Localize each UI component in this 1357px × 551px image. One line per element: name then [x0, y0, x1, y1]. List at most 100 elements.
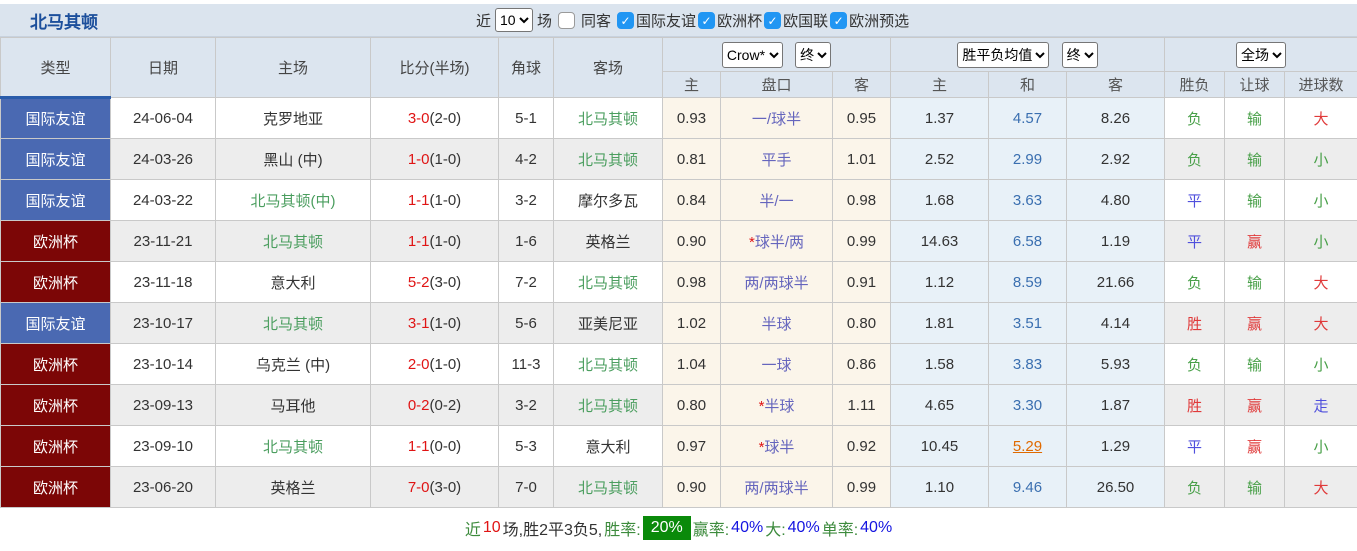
- score-cell[interactable]: 1-0(1-0): [371, 139, 499, 180]
- goals-result-cell: 大: [1285, 303, 1357, 344]
- handicap-line: 一球: [721, 344, 833, 385]
- recent-label: 近: [476, 10, 491, 31]
- score-cell[interactable]: 3-1(1-0): [371, 303, 499, 344]
- score-cell[interactable]: 1-1(0-0): [371, 426, 499, 467]
- win-odds: 1.58: [891, 344, 989, 385]
- league-label: 欧洲杯: [717, 10, 762, 31]
- match-date: 23-11-21: [111, 221, 216, 262]
- score-cell[interactable]: 5-2(3-0): [371, 262, 499, 303]
- score-cell[interactable]: 2-0(1-0): [371, 344, 499, 385]
- handicap-line: 两/两球半: [721, 467, 833, 508]
- home-team-link[interactable]: 乌克兰 (中): [216, 344, 371, 385]
- match-type-badge: 国际友谊: [1, 139, 111, 180]
- win-odds: 1.81: [891, 303, 989, 344]
- goals-result-cell: 小: [1285, 221, 1357, 262]
- score-cell[interactable]: 7-0(3-0): [371, 467, 499, 508]
- col-header-corner[interactable]: 角球: [499, 38, 554, 98]
- home-team-link[interactable]: 克罗地亚: [216, 98, 371, 139]
- league-checkbox[interactable]: ✓: [698, 12, 715, 29]
- away-team-link[interactable]: 意大利: [554, 426, 663, 467]
- score-cell[interactable]: 0-2(0-2): [371, 385, 499, 426]
- home-team-link[interactable]: 北马其顿: [216, 426, 371, 467]
- score-cell[interactable]: 1-1(1-0): [371, 221, 499, 262]
- handicap-line: 平手: [721, 139, 833, 180]
- league-filter: ✓欧洲杯: [696, 10, 762, 31]
- score-cell[interactable]: 3-0(2-0): [371, 98, 499, 139]
- result-scope-select[interactable]: 全场: [1236, 42, 1286, 68]
- col-header-away[interactable]: 客场: [554, 38, 663, 98]
- home-team-link[interactable]: 北马其顿(中): [216, 180, 371, 221]
- goals-result-cell: 大: [1285, 262, 1357, 303]
- handicap-home-odds: 0.81: [663, 139, 721, 180]
- handicap-company-select[interactable]: Crow*: [722, 42, 783, 68]
- win-odds: 4.65: [891, 385, 989, 426]
- handicap-line: 半/一: [721, 180, 833, 221]
- handicap-home-odds: 0.90: [663, 221, 721, 262]
- europe-time-select[interactable]: 终: [1062, 42, 1098, 68]
- away-team-link[interactable]: 北马其顿: [554, 98, 663, 139]
- lose-odds: 2.92: [1067, 139, 1165, 180]
- home-team-link[interactable]: 意大利: [216, 262, 371, 303]
- col-header-date[interactable]: 日期: [111, 38, 216, 98]
- draw-odds[interactable]: 5.29: [989, 426, 1067, 467]
- same-away-checkbox[interactable]: [558, 12, 575, 29]
- away-team-link[interactable]: 北马其顿: [554, 385, 663, 426]
- league-checkbox[interactable]: ✓: [764, 12, 781, 29]
- away-team-link[interactable]: 亚美尼亚: [554, 303, 663, 344]
- result-cell: 负: [1165, 139, 1225, 180]
- corner-score: 11-3: [499, 344, 554, 385]
- score-cell[interactable]: 1-1(1-0): [371, 180, 499, 221]
- result-cell: 负: [1165, 344, 1225, 385]
- lose-odds: 4.80: [1067, 180, 1165, 221]
- home-team-link[interactable]: 北马其顿: [216, 221, 371, 262]
- match-date: 23-09-13: [111, 385, 216, 426]
- lose-odds: 1.87: [1067, 385, 1165, 426]
- col-header-home[interactable]: 主场: [216, 38, 371, 98]
- match-date: 23-09-10: [111, 426, 216, 467]
- home-team-link[interactable]: 黑山 (中): [216, 139, 371, 180]
- home-team-link[interactable]: 马耳他: [216, 385, 371, 426]
- handicap-away-odds: 0.92: [833, 426, 891, 467]
- home-team-link[interactable]: 英格兰: [216, 467, 371, 508]
- league-checkbox[interactable]: ✓: [830, 12, 847, 29]
- handicap-star-icon: *: [759, 439, 765, 456]
- handicap-time-select[interactable]: 终: [795, 42, 831, 68]
- europe-company-select[interactable]: 胜平负均值: [957, 42, 1049, 68]
- corner-score: 5-6: [499, 303, 554, 344]
- col-header-score[interactable]: 比分(半场): [371, 38, 499, 98]
- away-team-link[interactable]: 摩尔多瓦: [554, 180, 663, 221]
- col-header-type[interactable]: 类型: [1, 38, 111, 98]
- subcol-handicap-line: 盘口: [721, 72, 833, 98]
- win-odds: 10.45: [891, 426, 989, 467]
- summary-text: 40%: [788, 519, 820, 537]
- same-away-label: 同客: [581, 10, 611, 31]
- league-checkbox[interactable]: ✓: [617, 12, 634, 29]
- recent-count-select[interactable]: 10: [495, 8, 533, 32]
- result-cell: 胜: [1165, 303, 1225, 344]
- corner-score: 4-2: [499, 139, 554, 180]
- home-team-link[interactable]: 北马其顿: [216, 303, 371, 344]
- match-date: 23-11-18: [111, 262, 216, 303]
- draw-odds: 8.59: [989, 262, 1067, 303]
- europe-group-header: 胜平负均值 终: [891, 38, 1165, 72]
- match-type-badge: 欧洲杯: [1, 262, 111, 303]
- handicap-star-icon: *: [749, 234, 755, 251]
- goals-result-cell: 小: [1285, 180, 1357, 221]
- handicap-line: 两/两球半: [721, 262, 833, 303]
- away-team-link[interactable]: 北马其顿: [554, 467, 663, 508]
- draw-odds: 6.58: [989, 221, 1067, 262]
- result-cell: 平: [1165, 221, 1225, 262]
- away-team-link[interactable]: 北马其顿: [554, 344, 663, 385]
- handicap-result-cell: 赢: [1225, 221, 1285, 262]
- league-label: 欧洲预选: [849, 10, 909, 31]
- away-team-link[interactable]: 北马其顿: [554, 262, 663, 303]
- handicap-line: *半球: [721, 385, 833, 426]
- handicap-line: 半球: [721, 303, 833, 344]
- away-team-link[interactable]: 北马其顿: [554, 139, 663, 180]
- away-team-link[interactable]: 英格兰: [554, 221, 663, 262]
- handicap-line: *球半/两: [721, 221, 833, 262]
